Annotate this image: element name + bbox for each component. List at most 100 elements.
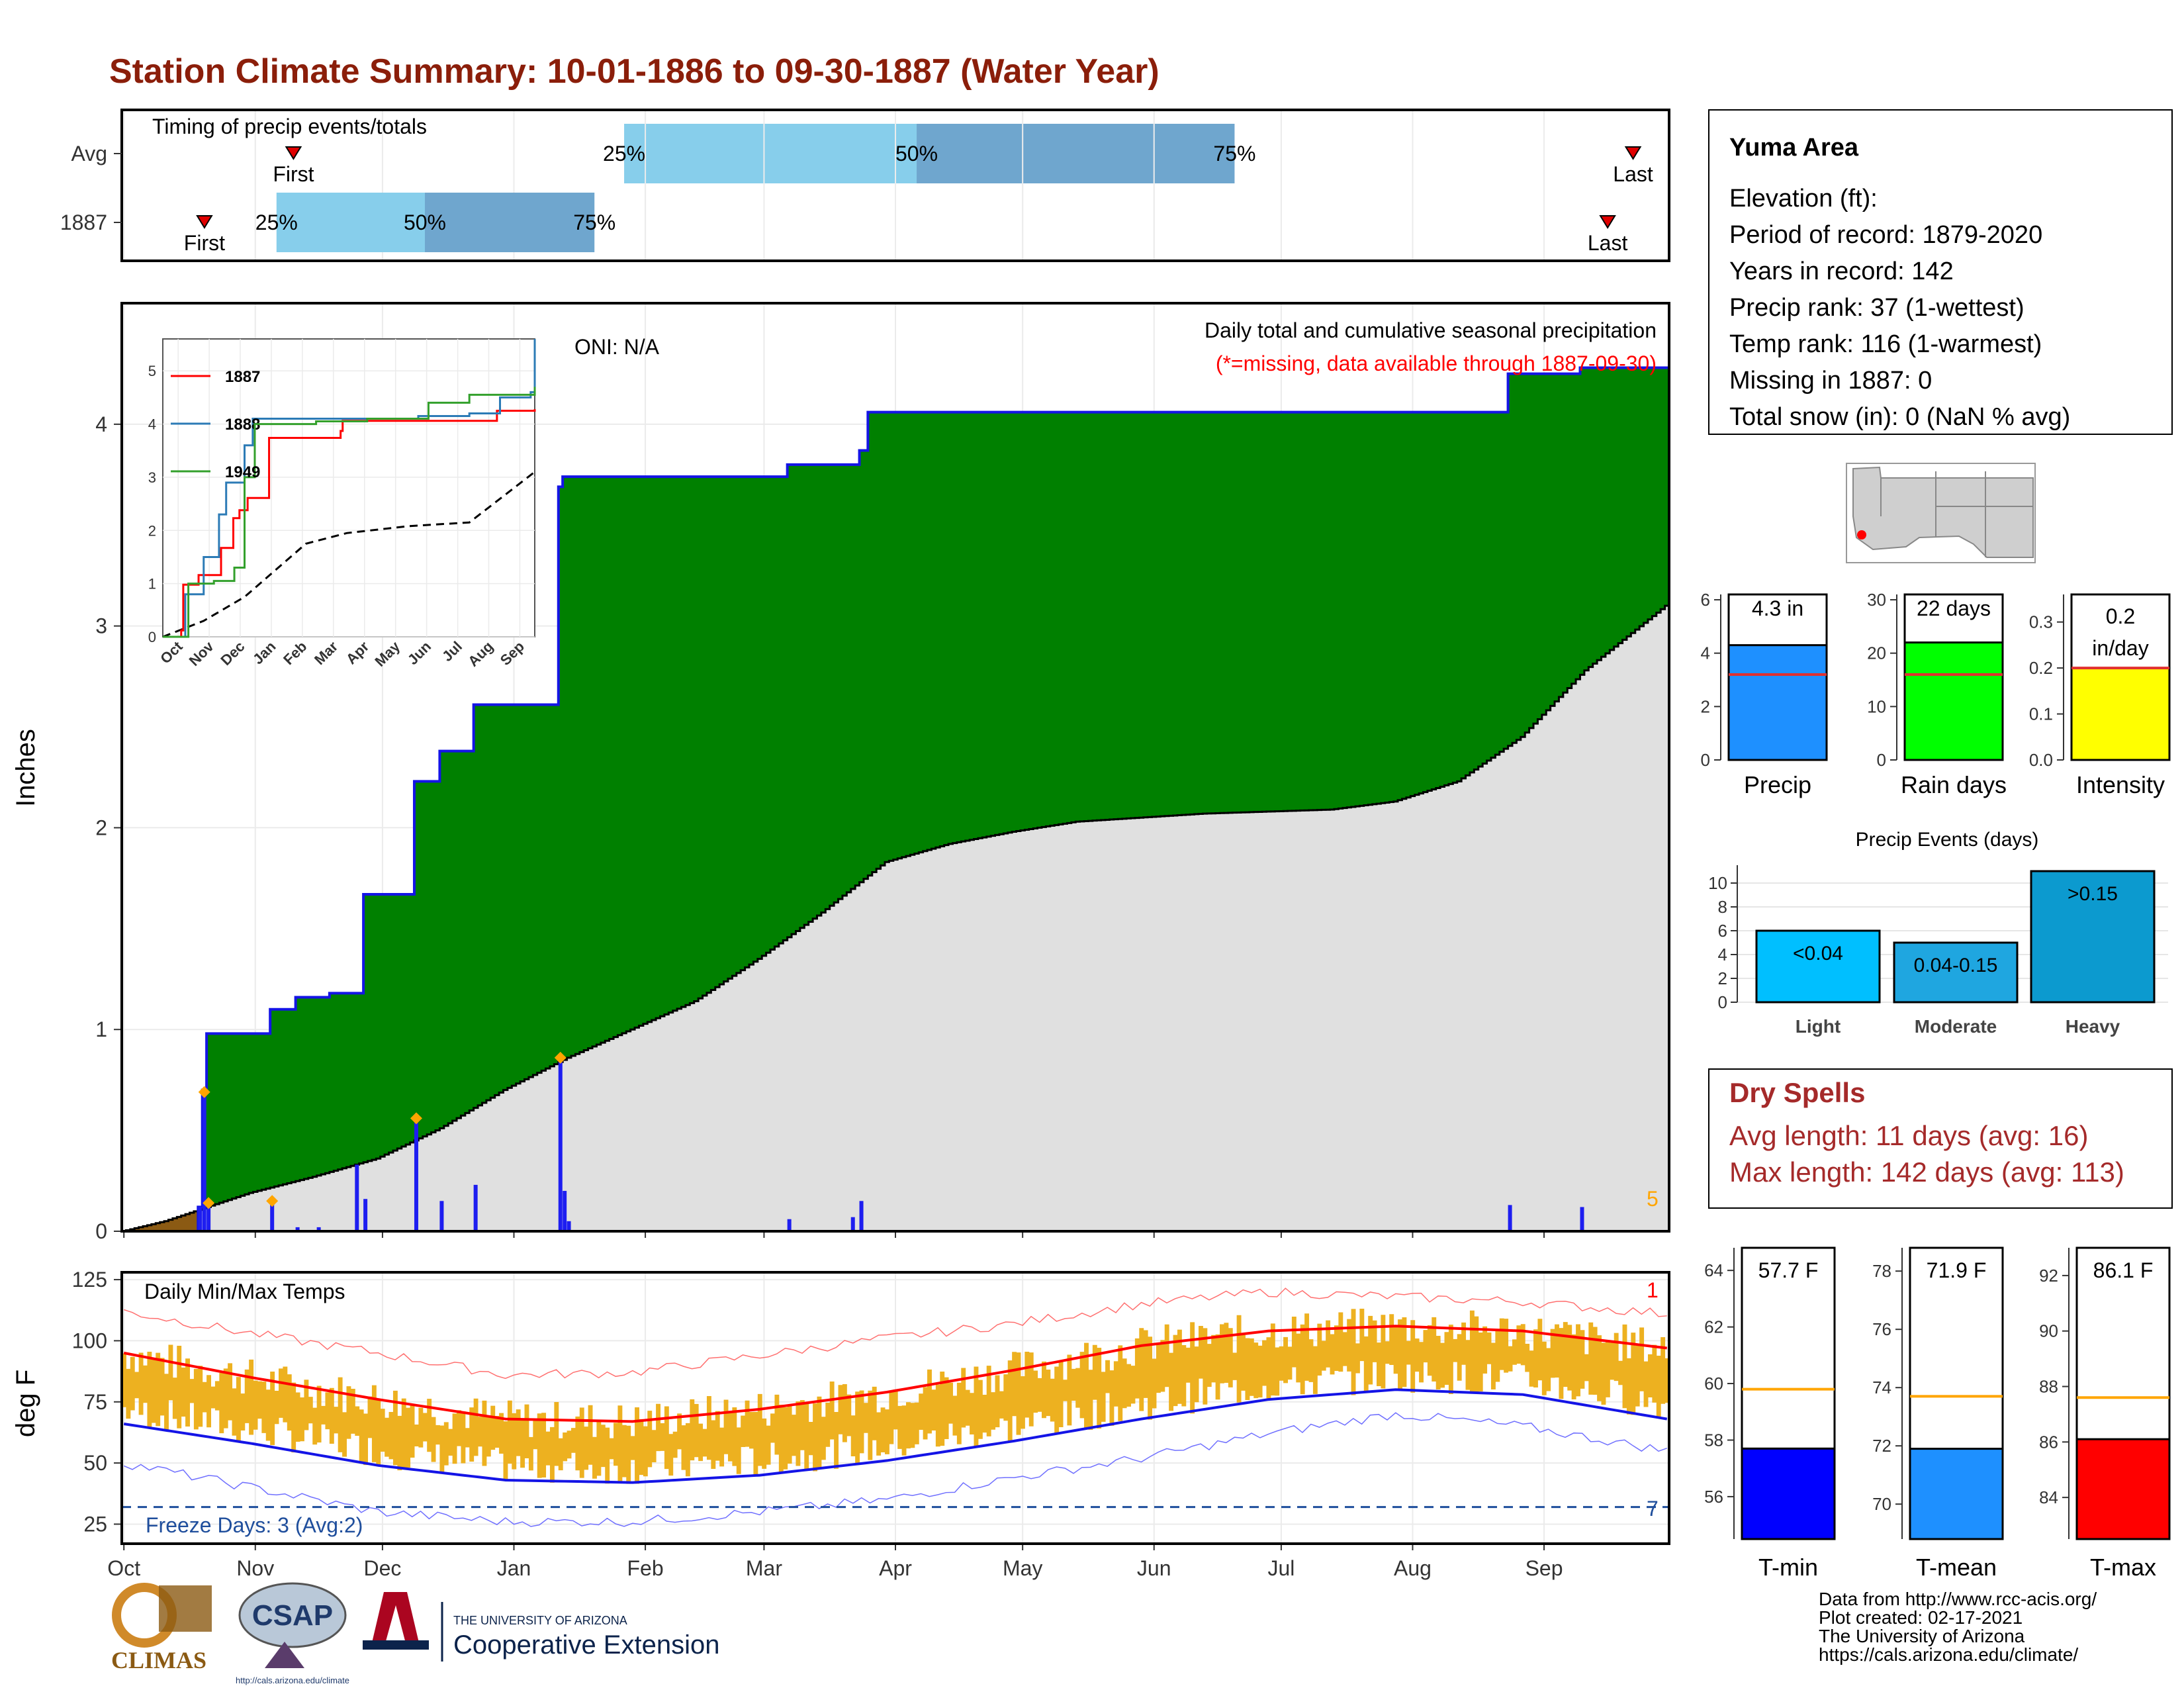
csap-logo: CSAP http://cals.arizona.edu/climate [236,1582,349,1685]
temp-bar-tick-label: 58 [1704,1430,1723,1450]
summary-bar-value: 0.2 [2106,604,2135,628]
timing-bar-q25-q50 [276,193,425,252]
events-tick-label: 2 [1718,968,1727,988]
precip-panel: 0 1 2 3 4 Daily total and cumulative seasona… [11,302,1670,1243]
timing-first-marker [285,146,302,160]
events-title: Precip Events (days) [1856,829,2039,851]
precip-marker [266,1195,279,1207]
timing-bar-q25-q50 [624,124,917,183]
temp-bar-tick-label: 74 [1872,1378,1891,1397]
month-label: Apr [879,1556,912,1580]
events-bar-label: <0.04 [1793,943,1843,964]
summary-bar-tick-label: 0.2 [2029,658,2053,678]
timing-last-label: Last [1588,231,1628,255]
temp-bar-tick-label: 90 [2039,1321,2058,1341]
timing-last-label: Last [1613,162,1653,186]
month-label: Aug [1394,1556,1432,1580]
timing-content: 25% 50% 75% First Last Avg 25% 50% 75% First Last 1… [60,111,1653,259]
timing-bar-q50-q75 [424,193,595,252]
summary-bar-label: Precip [1744,771,1811,798]
month-label: Nov [236,1556,274,1580]
temp-bar-label: T-mean [1916,1554,1997,1581]
precip-marker [410,1112,422,1125]
inset-ytick-label: 0 [148,629,156,645]
temp-bar-tick-label: 86 [2039,1432,2058,1452]
inset-ytick-label: 3 [148,469,156,486]
ua-cooperative-extension: Cooperative Extension [453,1630,719,1660]
events-bar [1893,941,2019,1004]
temp-bar [2075,1438,2171,1540]
precip-events-chart: Precip Events (days) 0 2 4 6 8 10 <0.04 Light 0.0… [1708,829,2168,1037]
summary-bar-value: 22 days [1917,596,1991,620]
daily-precip-bar [316,1227,321,1231]
csap-logo-text: CSAP [252,1599,333,1632]
summary-bar-tick-label: 6 [1701,590,1710,610]
dry-spells-avg: Avg length: 11 days (avg: 16) [1729,1120,2088,1151]
station-name: Yuma Area [1729,134,1859,162]
events-bar-label: 0.04-0.15 [1914,955,1998,976]
temp-bar-label: T-max [2090,1554,2156,1581]
temp-bar-tick-label: 60 [1704,1374,1723,1393]
dry-spells-title: Dry Spells [1729,1077,1865,1108]
precip-marker [554,1051,567,1064]
timing-q25-label: 25% [255,211,298,234]
month-label: Jul [1267,1556,1295,1580]
timing-bar-q50-q75 [917,124,1235,183]
summary-bar-tick-label: 10 [1867,696,1886,716]
summary-bar-tick-label: 2 [1701,696,1710,716]
freeze-days-label: Freeze Days: 3 (Avg:2) [146,1513,363,1537]
timing-label: Timing of precip events/totals [152,115,427,138]
month-label: Jan [497,1556,531,1580]
temp-label: Daily Min/Max Temps [144,1280,345,1303]
inset-series-line [163,339,536,638]
daily-precip-bar [202,1092,206,1231]
station-info-line: Elevation (ft): [1729,185,1878,212]
events-category-label: Moderate [1915,1016,1997,1037]
temp-bar-value: 71.9 F [1927,1258,1987,1282]
oni-label: ONI: N/A [574,335,660,359]
summary-bar-label: Intensity [2076,771,2165,798]
timing-q75-label: 75% [573,211,615,234]
events-category-label: Light [1796,1016,1841,1037]
temp-bar-tick-label: 84 [2039,1487,2058,1507]
normal-max-line [123,1325,1668,1423]
events-bar [1755,929,1881,1004]
daily-precip-bar [563,1191,567,1231]
temp-bar-tick-label: 62 [1704,1317,1723,1337]
summary-bar [1727,644,1828,761]
timing-q50-label: 50% [404,211,446,234]
timing-first-marker [196,215,213,229]
timing-last-marker [1624,146,1642,160]
station-info-line: Missing in 1887: 0 [1729,367,1932,395]
timing-row-label: 1887 [60,211,107,234]
summary-bar-tick-label: 0.0 [2029,750,2053,770]
temp-panel: 25 50 75 100 125 Oct Nov Dec Jan Feb Mar Apr May Jun J… [11,1268,1670,1580]
daily-precip-bar [850,1217,855,1231]
daily-precip-bar [363,1199,368,1231]
timing-q75-label: 75% [1213,142,1255,165]
station-location-dot [1857,530,1866,539]
precip-ytick-label: 0 [95,1219,107,1243]
temp-bar-value: 57.7 F [1758,1258,1819,1282]
footer-line-3: https://cals.arizona.edu/climate/ [1819,1644,2078,1665]
daily-precip-bar [355,1164,359,1231]
summary-bar-value: in/day [2092,636,2148,660]
temp-content: 25 50 75 100 125 Oct Nov Dec Jan Feb Mar Apr May Jun J… [72,1268,1670,1580]
precip-marker [198,1086,210,1098]
station-info-line: Total snow (in): 0 (NaN % avg) [1729,403,2070,431]
station-info-line: Period of record: 1879-2020 [1729,221,2042,249]
temp-ytick-label: 25 [83,1512,107,1536]
summary-bar-value: 4.3 in [1752,596,1803,620]
month-label: Jun [1137,1556,1171,1580]
footer-line-0: Data from http://www.rcc-acis.org/ [1819,1589,2097,1609]
precip-corner-number: 5 [1647,1187,1659,1211]
temp-bar-value: 86.1 F [2093,1258,2154,1282]
daily-precip-bar [558,1057,563,1231]
month-label: Sep [1525,1556,1563,1580]
month-label: Dec [363,1556,401,1580]
events-tick-label: 10 [1708,873,1727,893]
temp-bar-tick-label: 56 [1704,1487,1723,1507]
events-tick-label: 8 [1718,897,1727,917]
month-label: Feb [627,1556,664,1580]
daily-precip-bar [473,1184,478,1231]
